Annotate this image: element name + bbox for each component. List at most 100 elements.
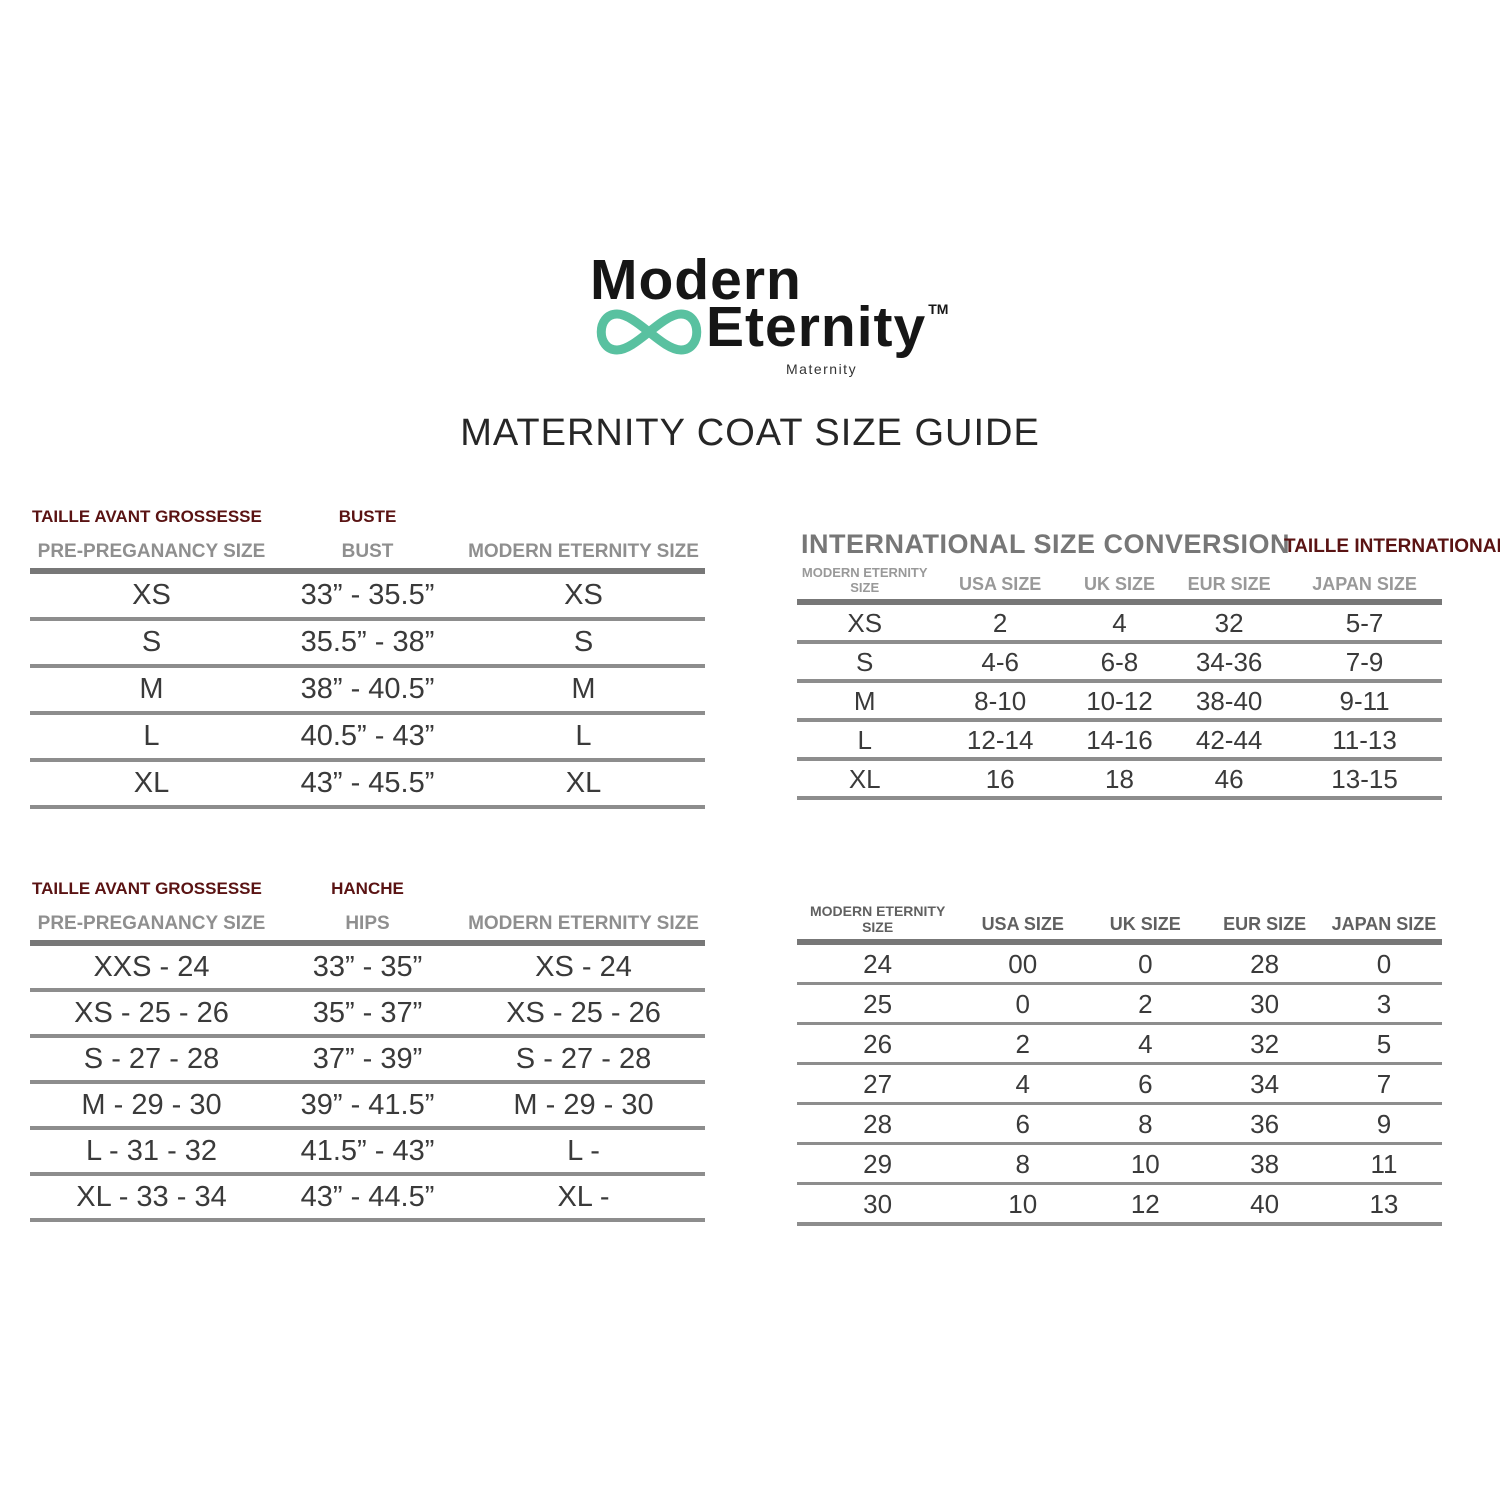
- column-header: UK SIZE: [1083, 574, 1155, 595]
- table-cell: 0: [1138, 948, 1153, 979]
- table-cell: 4: [1015, 1068, 1030, 1099]
- column-header: EUR SIZE: [1223, 914, 1307, 935]
- table-row: S 35.5” - 38” S: [30, 617, 705, 664]
- table-cell: 27: [863, 1068, 893, 1099]
- column-header: HIPS: [345, 913, 390, 935]
- hips-size-table: TAILLE AVANT GROSSESSE HANCHE PRE-PREGAN…: [30, 879, 705, 1222]
- table-cell: 2: [1015, 1028, 1030, 1059]
- table-row: S - 27 - 28 37” - 39” S - 27 - 28: [30, 1034, 705, 1080]
- table-cell: 4: [1138, 1028, 1153, 1059]
- table-cell: 0: [1376, 948, 1392, 979]
- table-row: 29 8 10 38 11: [797, 1142, 1442, 1182]
- column-header: JAPAN SIZE: [1331, 914, 1437, 935]
- table-cell: 3: [1376, 988, 1392, 1019]
- bust-table-header-row: PRE-PREGANANCY SIZE BUST MODERN ETERNITY…: [30, 539, 705, 563]
- table-cell: S: [141, 626, 162, 658]
- table-cell: M - 29 - 30: [81, 1088, 222, 1121]
- table-cell: L - 31 - 32: [85, 1134, 218, 1167]
- table-cell: 5-7: [1345, 607, 1384, 638]
- table-cell: 43” - 45.5”: [300, 767, 435, 799]
- french-label-pre-pregnancy: TAILLE AVANT GROSSESSE: [32, 507, 262, 526]
- table-cell: L: [575, 720, 592, 752]
- table-cell: XS - 25 - 26: [506, 996, 661, 1029]
- table-row: 25 0 2 30 3: [797, 982, 1442, 1022]
- table-cell: 13-15: [1331, 763, 1398, 794]
- table-cell: 12-14: [966, 724, 1034, 755]
- table-cell: 7-9: [1345, 646, 1384, 677]
- table-cell: 33” - 35.5”: [300, 579, 435, 611]
- table-cell: M - 29 - 30: [513, 1088, 654, 1121]
- table-cell: 38: [1250, 1148, 1280, 1179]
- table-cell: 35.5” - 38”: [300, 626, 435, 658]
- table-row: L 12-14 14-16 42-44 11-13: [797, 718, 1442, 757]
- table-cell: 18: [1105, 763, 1134, 794]
- infinity-path: [596, 309, 702, 355]
- table-cell: L -: [567, 1134, 600, 1167]
- table-cell: 16: [985, 763, 1015, 794]
- french-label-international: TAILLE INTERNATIONALE: [1284, 536, 1500, 557]
- intl-table-title: INTERNATIONAL SIZE CONVERSION: [801, 529, 1291, 559]
- numeric-table-header-row: MODERN ETERNITY SIZE USA SIZE UK SIZE EU…: [797, 897, 1442, 935]
- table-row: XXS - 24 33” - 35” XS - 24: [30, 946, 705, 988]
- table-cell: 41.5” - 43”: [300, 1134, 435, 1167]
- table-cell: S - 27 - 28: [83, 1042, 220, 1075]
- header-divider: [797, 599, 1442, 605]
- infinity-icon: [596, 309, 702, 355]
- logo-line2: Eternity TM: [584, 299, 948, 356]
- french-label-bust: BUSTE: [338, 507, 397, 526]
- table-cell: 40.5” - 43”: [300, 720, 435, 752]
- table-cell: 33” - 35”: [312, 950, 423, 983]
- logo-tagline: Maternity: [786, 361, 858, 377]
- table-cell: L: [143, 720, 160, 752]
- table-cell: 8: [1015, 1148, 1030, 1179]
- table-cell: 14-16: [1086, 724, 1153, 755]
- table-cell: 38” - 40.5”: [300, 673, 435, 705]
- table-row: XL 16 18 46 13-15: [797, 757, 1442, 796]
- table-cell: XS - 25 - 26: [74, 996, 229, 1029]
- logo-brand-line1: Modern: [590, 248, 802, 312]
- page-title: MATERNITY COAT SIZE GUIDE: [460, 412, 1040, 454]
- table-row: S 4-6 6-8 34-36 7-9: [797, 640, 1442, 679]
- table-cell: 25: [863, 988, 893, 1019]
- table-cell: 28: [863, 1108, 893, 1139]
- table-cell: S: [856, 646, 874, 677]
- table-row: 27 4 6 34 7: [797, 1062, 1442, 1102]
- column-header: EUR SIZE: [1187, 574, 1271, 595]
- column-header: MODERN ETERNITY SIZE: [801, 565, 928, 595]
- table-row: XS 2 4 32 5-7: [797, 605, 1442, 640]
- logo-brand-line2: Eternity: [706, 295, 927, 359]
- table-cell: 8: [1138, 1108, 1153, 1139]
- bust-table-french-labels: TAILLE AVANT GROSSESSE BUSTE: [30, 507, 705, 527]
- table-cell: 7: [1376, 1068, 1392, 1099]
- table-cell: XL: [133, 767, 170, 799]
- table-row: M 38” - 40.5” M: [30, 664, 705, 711]
- table-row: L 40.5” - 43” L: [30, 711, 705, 758]
- table-row: XS 33” - 35.5” XS: [30, 574, 705, 617]
- table-cell: M: [571, 673, 596, 705]
- table-cell: 36: [1250, 1108, 1280, 1139]
- table-cell: 6-8: [1100, 646, 1139, 677]
- numeric-conversion-table: MODERN ETERNITY SIZE USA SIZE UK SIZE EU…: [797, 897, 1442, 1226]
- numeric-table-body: 24 00 0 28 0 25 0 2 30 3 26 2 4 32 5 27 4 6 34 7 28 6 8 36 9 29 8 1…: [797, 945, 1442, 1226]
- table-cell: XXS - 24: [93, 950, 210, 983]
- table-cell: 35” - 37”: [312, 996, 423, 1029]
- column-header: BUST: [341, 541, 394, 563]
- table-cell: M: [853, 685, 876, 716]
- table-cell: 39” - 41.5”: [300, 1088, 435, 1121]
- table-row: XL - 33 - 34 43” - 44.5” XL -: [30, 1172, 705, 1218]
- table-cell: 10: [1130, 1148, 1160, 1179]
- table-cell: 9: [1376, 1108, 1392, 1139]
- column-header: MODERN ETERNITY SIZE: [468, 541, 699, 563]
- table-cell: 30: [1250, 988, 1280, 1019]
- table-cell: XS: [847, 607, 883, 638]
- header-divider: [30, 940, 705, 946]
- column-header: PRE-PREGANANCY SIZE: [37, 541, 266, 563]
- table-row: 30 10 12 40 13: [797, 1182, 1442, 1222]
- table-cell: 34: [1250, 1068, 1280, 1099]
- table-row: XL 43” - 45.5” XL: [30, 758, 705, 805]
- table-cell: 4-6: [981, 646, 1019, 677]
- bust-size-table: TAILLE AVANT GROSSESSE BUSTE PRE-PREGANA…: [30, 507, 705, 809]
- column-header: USA SIZE: [981, 914, 1064, 935]
- table-row: 24 00 0 28 0: [797, 945, 1442, 982]
- column-header: USA SIZE: [958, 574, 1042, 595]
